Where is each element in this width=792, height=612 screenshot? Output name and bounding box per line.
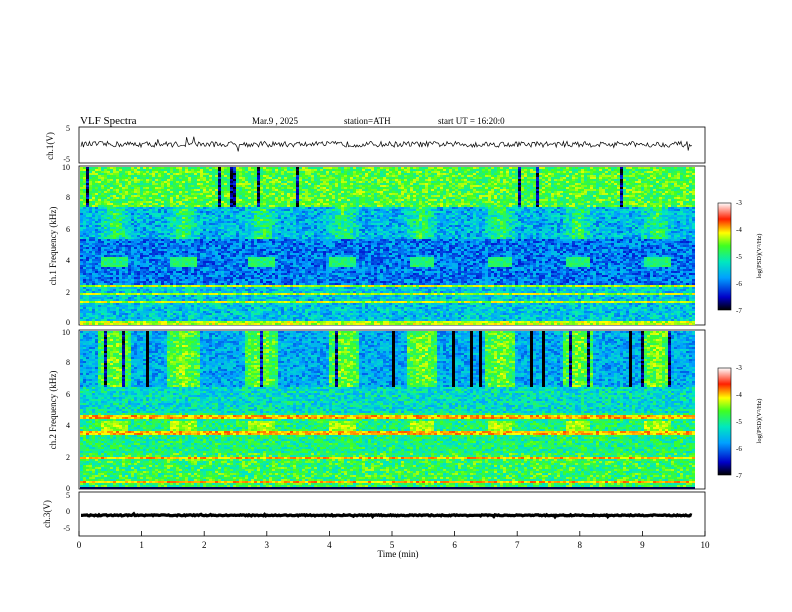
ch2-ftick-0: 0 bbox=[66, 484, 70, 493]
ch1-ftick-2: 2 bbox=[66, 288, 70, 297]
figure-title: VLF Spectra bbox=[80, 115, 137, 127]
time-tick-label: 9 bbox=[640, 540, 645, 550]
ch2-colorbar-label: log(PSD)(V²/Hz) bbox=[756, 399, 763, 444]
ch2-ftick-4: 4 bbox=[66, 421, 70, 430]
ch3-ytick-top: 5 bbox=[66, 491, 70, 500]
ch1-colorbar-label: log(PSD)(V²/Hz) bbox=[756, 234, 763, 279]
ch1-ftick-10: 10 bbox=[62, 163, 70, 172]
ch2-spectrogram-image bbox=[80, 331, 695, 489]
ch2-ftick-2: 2 bbox=[66, 453, 70, 462]
time-tick-label: 8 bbox=[578, 540, 583, 550]
header: VLF Spectra Mar.9 , 2025 station=ATH sta… bbox=[80, 115, 505, 127]
time-tick-label: 6 bbox=[452, 540, 457, 550]
ch1-ytick-top: 5 bbox=[66, 124, 70, 133]
time-tick-label: 7 bbox=[515, 540, 520, 550]
ch3-waveform-panel: 5 0 -5 ch.3(V) bbox=[42, 491, 706, 537]
ch1-cb-tick-m4: -4 bbox=[736, 226, 742, 234]
time-tick-label: 3 bbox=[265, 540, 270, 550]
ch2-colorbar: -3 -4 -5 -6 -7 log(PSD)(V²/Hz) bbox=[717, 364, 763, 480]
time-tick-label: 1 bbox=[139, 540, 144, 550]
ch2-cb-tick-m7: -7 bbox=[736, 472, 742, 480]
time-tick-label: 2 bbox=[202, 540, 207, 550]
ch1-ftick-8: 8 bbox=[66, 193, 70, 202]
date-label: Mar.9 , 2025 bbox=[252, 116, 298, 126]
ch1-waveform-line bbox=[80, 136, 692, 152]
ch2-cb-tick-m6: -6 bbox=[736, 445, 742, 453]
ch3-ylabel: ch.3(V) bbox=[42, 500, 52, 528]
ch2-frequency-ylabel: ch.2 Frequency (kHz) bbox=[48, 371, 58, 450]
ch2-spectrogram-panel: 0 2 4 6 8 10 ch.2 Frequency (kHz) bbox=[48, 328, 706, 493]
ch1-colorbar: -3 -4 -5 -6 -7 log(PSD)(V²/Hz) bbox=[717, 199, 763, 315]
ch2-cb-tick-m3: -3 bbox=[736, 364, 742, 372]
time-axis: 0 1 2 3 4 5 6 7 8 9 10 bbox=[77, 531, 710, 550]
ch3-waveform-line bbox=[81, 511, 693, 520]
ch1-cb-tick-m5: -5 bbox=[736, 253, 742, 261]
ch2-frequency-ticks: 0 2 4 6 8 10 bbox=[62, 328, 70, 493]
ch3-ytick-mid: 0 bbox=[66, 507, 70, 516]
ch1-spectrogram-image bbox=[80, 167, 695, 325]
ch2-cb-tick-m4: -4 bbox=[736, 391, 742, 399]
ch2-ftick-10: 10 bbox=[62, 328, 70, 337]
ch2-cb-tick-m5: -5 bbox=[736, 418, 742, 426]
ch1-cb-tick-m7: -7 bbox=[736, 307, 742, 315]
ch2-ftick-8: 8 bbox=[66, 358, 70, 367]
ch1-colorbar-scale bbox=[717, 202, 732, 311]
ch1-waveform-frame bbox=[78, 126, 706, 164]
time-tick-label: 0 bbox=[77, 540, 82, 550]
ch3-ytick-bottom: -5 bbox=[63, 524, 70, 533]
ch1-frequency-ticks: 0 2 4 6 8 10 bbox=[62, 163, 70, 327]
ch1-cb-tick-m6: -6 bbox=[736, 280, 742, 288]
ch1-ftick-0: 0 bbox=[66, 318, 70, 327]
ch2-ftick-6: 6 bbox=[66, 390, 70, 399]
ch1-ftick-4: 4 bbox=[66, 256, 70, 265]
station-label: station=ATH bbox=[344, 116, 391, 126]
ch1-ytick-bottom: -5 bbox=[63, 155, 70, 164]
ch1-waveform-panel: 5 -5 ch.1(V) bbox=[45, 124, 706, 164]
ch2-colorbar-scale bbox=[717, 367, 732, 476]
ch1-ftick-6: 6 bbox=[66, 225, 70, 234]
ch1-spectrogram-panel: 0 2 4 6 8 10 ch.1 Frequency (kHz) bbox=[48, 163, 706, 327]
time-tick-label: 5 bbox=[390, 540, 395, 550]
ch1-ylabel: ch.1(V) bbox=[45, 132, 55, 160]
time-tick-label: 4 bbox=[327, 540, 332, 550]
ch1-cb-tick-m3: -3 bbox=[736, 199, 742, 207]
start-time-label: start UT = 16:20:0 bbox=[438, 116, 505, 126]
ch1-frequency-ylabel: ch.1 Frequency (kHz) bbox=[48, 207, 58, 286]
time-axis-label: Time (min) bbox=[378, 549, 419, 559]
time-tick-label: 10 bbox=[701, 540, 711, 550]
